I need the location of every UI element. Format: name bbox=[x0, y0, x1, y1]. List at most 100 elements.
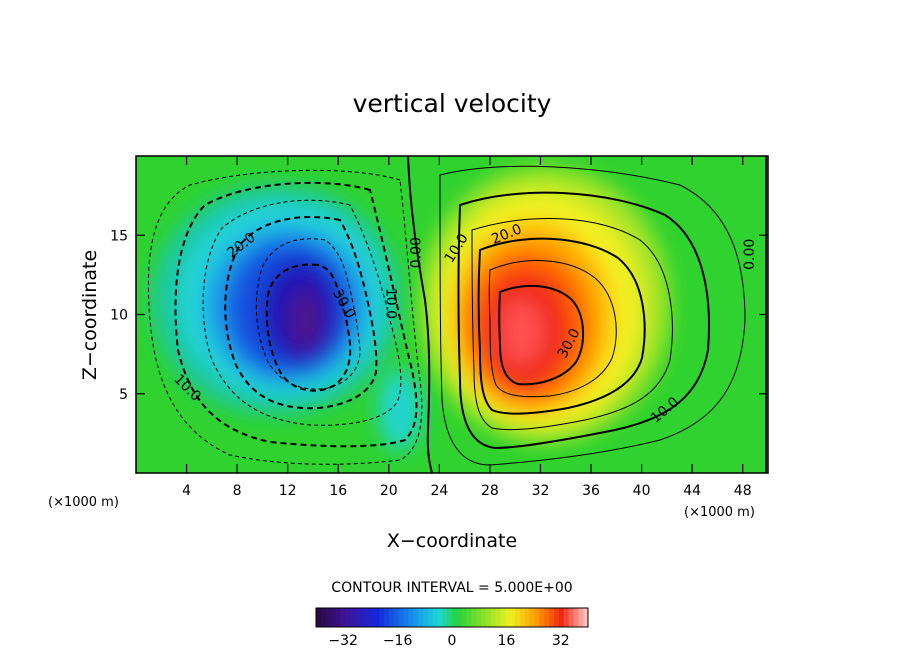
colorbar-swatch bbox=[325, 608, 332, 627]
colorbar-tick-label: −16 bbox=[383, 633, 413, 649]
x-tick-label: 8 bbox=[233, 483, 242, 499]
x-tick-label: 44 bbox=[683, 483, 701, 499]
contour-neg-5 bbox=[147, 169, 423, 465]
x-tick-label: 32 bbox=[532, 483, 550, 499]
contour-pos-25 bbox=[488, 260, 617, 398]
x-unit-right: (×1000 m) bbox=[684, 505, 755, 520]
colorbar-swatch bbox=[345, 608, 351, 627]
colorbar-swatch bbox=[520, 608, 526, 627]
colorbar-swatch bbox=[563, 608, 570, 627]
x-tick-label: 48 bbox=[734, 483, 752, 499]
colorbar-swatch bbox=[316, 608, 322, 627]
colorbar-swatch bbox=[578, 608, 584, 627]
contour-neg-20 bbox=[224, 216, 378, 410]
colorbar-swatch bbox=[408, 608, 414, 627]
colorbar-swatch bbox=[495, 608, 502, 627]
contour-label: 10.0 bbox=[382, 288, 398, 319]
colorbar-swatch bbox=[437, 608, 443, 627]
contour-neg-15 bbox=[202, 199, 402, 426]
colorbar-tick-label: −32 bbox=[328, 633, 358, 649]
colorbar-tick-label: 16 bbox=[497, 633, 515, 649]
colorbar-swatch bbox=[558, 608, 565, 627]
x-tick-label: 12 bbox=[279, 483, 297, 499]
colorbar-swatch bbox=[432, 608, 438, 627]
contour-neg-30 bbox=[265, 263, 352, 392]
colorbar-swatch bbox=[354, 608, 361, 627]
colorbar-swatch bbox=[398, 608, 404, 627]
colorbar-swatch bbox=[369, 608, 375, 627]
colorbar-swatch bbox=[554, 608, 560, 627]
x-tick-label: 28 bbox=[481, 483, 499, 499]
x-axis-label: X−coordinate bbox=[387, 530, 517, 552]
colorbar-swatch bbox=[549, 608, 555, 627]
colorbar-tick-label: 0 bbox=[448, 633, 457, 649]
colorbar-swatch bbox=[422, 608, 429, 627]
x-tick-label: 20 bbox=[380, 483, 398, 499]
colorbar-swatch bbox=[500, 608, 506, 627]
contour-neg-25 bbox=[255, 238, 361, 390]
colorbar-swatch bbox=[340, 608, 346, 627]
colorbar-swatch bbox=[427, 608, 434, 627]
contour-pos-15 bbox=[471, 218, 673, 431]
contour-zero bbox=[407, 156, 433, 473]
contour-pos-20 bbox=[477, 237, 646, 415]
x-tick-label: 36 bbox=[582, 483, 600, 499]
colorbar-swatch bbox=[510, 608, 516, 627]
contour-neg-10 bbox=[174, 181, 418, 448]
colorbar: −32 −16 0 16 32 bbox=[315, 607, 589, 649]
contour-label: 0.00 bbox=[742, 239, 758, 270]
x-tick-label: 16 bbox=[329, 483, 347, 499]
y-tick-label: 10 bbox=[110, 308, 128, 324]
colorbar-frame bbox=[315, 607, 589, 628]
colorbar-swatch bbox=[456, 608, 463, 627]
colorbar-swatch bbox=[461, 608, 468, 627]
colorbar-swatch bbox=[393, 608, 400, 627]
contour-pos-5 bbox=[439, 165, 746, 466]
colorbar-swatch bbox=[442, 608, 448, 627]
colorbar-swatch bbox=[524, 608, 531, 627]
contour-label-group: 0.00 bbox=[742, 239, 758, 270]
colorbar-swatch bbox=[568, 608, 574, 627]
x-tick-label: 24 bbox=[430, 483, 448, 499]
colorbar-swatch bbox=[374, 608, 380, 627]
y-axis: 5 10 15 bbox=[110, 228, 768, 403]
colorbar-swatch bbox=[490, 608, 497, 627]
contour-pos-10 bbox=[457, 191, 710, 450]
x-unit-left: (×1000 m) bbox=[48, 495, 119, 510]
colorbar-swatch bbox=[452, 608, 458, 627]
colorbar-swatch bbox=[505, 608, 511, 627]
y-tick-label: 5 bbox=[119, 387, 128, 403]
colorbar-swatch bbox=[330, 608, 336, 627]
colorbar-swatch bbox=[471, 608, 477, 627]
colorbar-swatch bbox=[583, 608, 589, 627]
colorbar-swatch bbox=[388, 608, 395, 627]
negative-lobe-shading bbox=[151, 185, 422, 450]
contour-label: 0.00 bbox=[408, 237, 424, 268]
colorbar-swatch bbox=[350, 608, 356, 627]
colorbar-swatch bbox=[359, 608, 366, 627]
x-axis: 4 8 12 16 20 24 28 32 36 40 44 48 bbox=[182, 156, 752, 499]
colorbar-swatch bbox=[320, 608, 327, 627]
colorbar-swatch bbox=[364, 608, 370, 627]
colorbar-swatch bbox=[403, 608, 409, 627]
colorbar-swatch bbox=[539, 608, 545, 627]
colorbar-swatch bbox=[413, 608, 419, 627]
colorbar-swatch bbox=[418, 608, 424, 627]
colorbar-swatch bbox=[534, 608, 540, 627]
positive-lobe-shading bbox=[420, 167, 670, 443]
x-tick-label: 4 bbox=[182, 483, 191, 499]
contour-pos-30 bbox=[498, 284, 585, 386]
colorbar-swatch bbox=[529, 608, 536, 627]
colorbar-swatch bbox=[486, 608, 492, 627]
colorbar-tick-label: 32 bbox=[552, 633, 570, 649]
colorbar-swatch bbox=[476, 608, 482, 627]
chart-title: vertical velocity bbox=[353, 89, 552, 118]
colorbar-swatch bbox=[379, 608, 385, 627]
colorbar-swatch bbox=[481, 608, 487, 627]
colorbar-swatch bbox=[384, 608, 390, 627]
contour-label-group: 0.00 bbox=[408, 237, 424, 268]
contour-label-group: 10.0 bbox=[382, 288, 398, 319]
y-tick-label: 15 bbox=[110, 228, 128, 244]
